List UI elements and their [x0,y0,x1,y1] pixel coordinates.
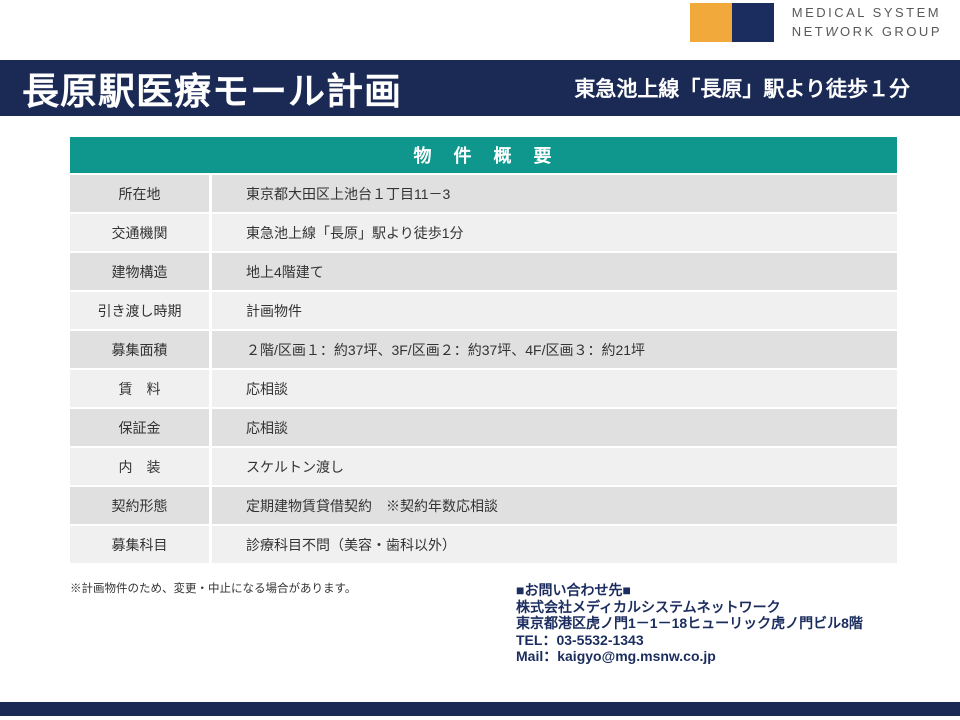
row-value: スケルトン渡し [246,458,344,475]
property-overview-table: 物 件 概 要 所在地 東京都大田区上池台１丁目11－3 交通機関 東急池上線「… [70,137,897,565]
contact-tel: TEL：03-5532-1343 [516,631,644,648]
row-label: 建物構造 [70,253,212,290]
row-value: 応相談 [246,419,288,436]
property-table-body: 所在地 東京都大田区上池台１丁目11－3 交通機関 東急池上線「長原」駅より徒歩… [70,175,897,565]
logo-orange-square-icon [689,3,732,42]
row-value: 応相談 [246,380,288,397]
table-row: 引き渡し時期 計画物件 [70,292,897,331]
logo-line2: NETWORK GROUP [791,23,942,39]
row-value: 地上4階建て [246,263,324,280]
row-label: 保証金 [70,409,212,446]
table-row: 募集面積 ２階/区画１：約37坪、3F/区画２：約37坪、4F/区画３：約21坪 [70,331,897,370]
row-label: 所在地 [70,175,212,212]
contact-block: ■お問い合わせ先■ 株式会社メディカルシステムネットワーク 東京都港区虎ノ門1－… [516,582,863,665]
page-title: 長原駅医療モール計画 [22,71,402,112]
row-value: 診療科目不問（美容・歯科以外） [246,536,456,553]
row-label: 契約形態 [70,487,212,524]
title-bar: 長原駅医療モール計画 東急池上線「長原」駅より徒歩１分 [0,60,960,116]
table-row: 募集科目 診療科目不問（美容・歯科以外） [70,526,897,565]
row-label: 交通機関 [70,214,212,251]
table-row: 建物構造 地上4階建て [70,253,897,292]
disclaimer-note: ※計画物件のため、変更・中止になる場合があります。 [70,583,357,595]
row-label: 募集科目 [70,526,212,563]
row-label: 賃 料 [70,370,212,407]
contact-address: 東京都港区虎ノ門1－1－18ヒューリック虎ノ門ビル8階 [516,615,863,631]
table-row: 交通機関 東急池上線「長原」駅より徒歩1分 [70,214,897,253]
row-label: 引き渡し時期 [70,292,212,329]
row-value: 東京都大田区上池台１丁目11－3 [246,185,451,202]
logo-line1: MEDICAL SYSTEM [791,4,942,20]
logo-wordmark: MEDICAL SYSTEM NETWORK GROUP [792,4,942,42]
table-row: 保証金 応相談 [70,409,897,448]
logo-squares-icon [689,3,774,42]
station-access-subtitle: 東急池上線「長原」駅より徒歩１分 [574,78,910,101]
row-label: 募集面積 [70,331,212,368]
table-row: 内 装 スケルトン渡し [70,448,897,487]
row-value: 計画物件 [246,302,302,319]
company-logo: MEDICAL SYSTEM NETWORK GROUP [689,3,942,42]
row-label: 内 装 [70,448,212,485]
bottom-accent-bar [0,702,960,716]
contact-heading: ■お問い合わせ先■ [516,582,631,598]
logo-navy-square-icon [731,3,774,42]
row-value: 東急池上線「長原」駅より徒歩1分 [246,224,464,241]
table-row: 所在地 東京都大田区上池台１丁目11－3 [70,175,897,214]
row-value: ２階/区画１：約37坪、3F/区画２：約37坪、4F/区画３：約21坪 [246,341,646,358]
table-row: 賃 料 応相談 [70,370,897,409]
table-title: 物 件 概 要 [70,137,897,175]
contact-mail: Mail：kaigyo@mg.msnw.co.jp [516,648,716,664]
contact-company: 株式会社メディカルシステムネットワーク [516,598,781,615]
row-value: 定期建物賃貸借契約 ※契約年数応相談 [246,497,498,514]
table-row: 契約形態 定期建物賃貸借契約 ※契約年数応相談 [70,487,897,526]
